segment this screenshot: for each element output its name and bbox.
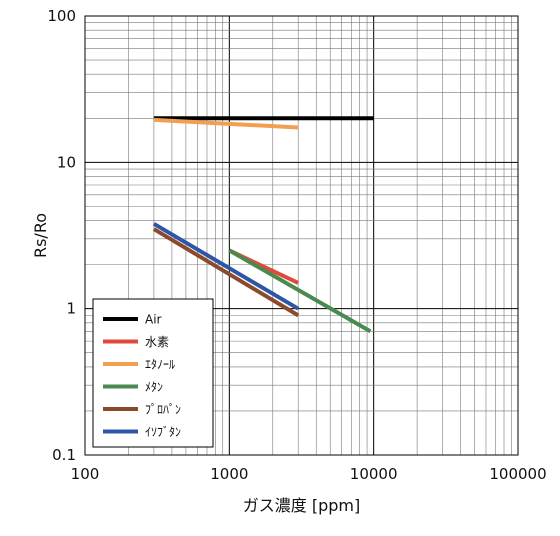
x-tick-label: 10000 bbox=[350, 465, 398, 483]
tick-labels: 100 1000 10000 100000 0.1 1 10 100 bbox=[47, 7, 546, 483]
grid bbox=[84, 16, 518, 456]
series-line bbox=[228, 248, 372, 334]
series-line bbox=[153, 117, 299, 130]
legend-label: ﾌﾟﾛﾊﾟﾝ bbox=[145, 403, 181, 417]
legend-box bbox=[92, 298, 214, 448]
x-tick-label: 100 bbox=[71, 465, 100, 483]
x-axis-label: ガス濃度 [ppm] bbox=[243, 496, 360, 515]
legend-label: Air bbox=[145, 313, 162, 327]
legend: Air 水素 ｴﾀﾉｰﾙ ﾒﾀﾝ ﾌﾟﾛﾊﾟﾝ ｲｿﾌﾞﾀﾝ bbox=[92, 298, 214, 448]
y-tick-label: 100 bbox=[47, 7, 76, 25]
series-line bbox=[152, 222, 300, 311]
legend-label: 水素 bbox=[145, 335, 169, 349]
y-tick-label: 1 bbox=[66, 300, 76, 318]
x-tick-label: 100000 bbox=[489, 465, 546, 483]
y-tick-label: 10 bbox=[57, 153, 76, 171]
legend-label: ｴﾀﾉｰﾙ bbox=[145, 358, 175, 372]
legend-label: ﾒﾀﾝ bbox=[145, 380, 163, 394]
y-tick-label: 0.1 bbox=[52, 446, 76, 464]
legend-label: ｲｿﾌﾞﾀﾝ bbox=[145, 425, 181, 439]
series-line bbox=[152, 227, 300, 318]
series-layer bbox=[152, 116, 374, 334]
x-tick-label: 1000 bbox=[210, 465, 248, 483]
plot-frame bbox=[84, 15, 519, 456]
y-axis-label: Rs/Ro bbox=[31, 213, 50, 258]
